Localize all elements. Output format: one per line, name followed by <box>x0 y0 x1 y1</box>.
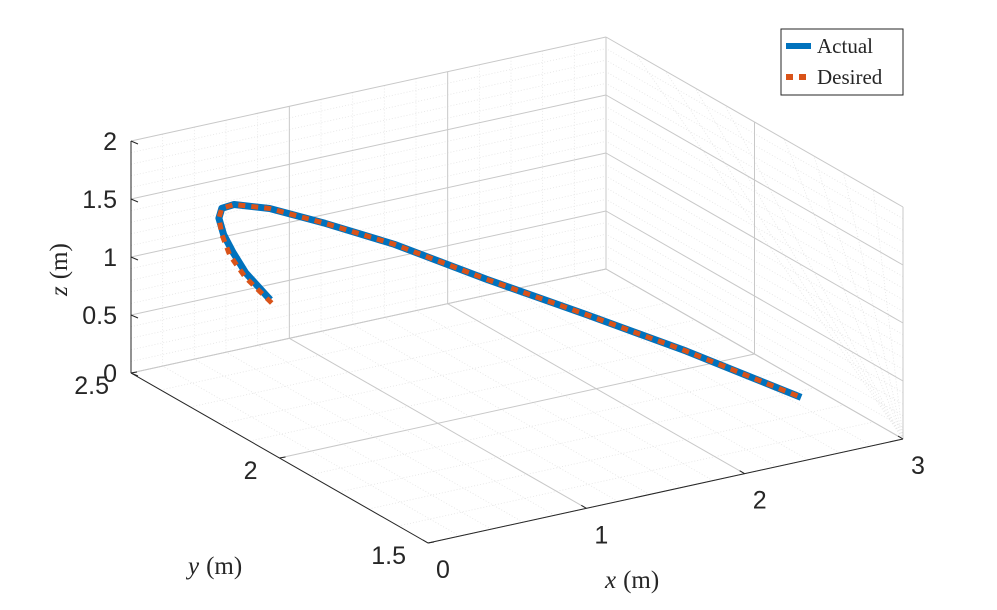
z-tick-mark <box>130 198 139 203</box>
grid-minor-line <box>220 319 696 425</box>
grid-minor-line <box>130 129 607 235</box>
y-tick-mark <box>130 371 138 374</box>
z-tick-mark <box>130 314 139 319</box>
grid-major-line <box>605 152 904 324</box>
grid-minor-line <box>160 285 636 391</box>
y-axis-label: y (m) <box>185 553 242 580</box>
grid-minor-line <box>249 336 725 442</box>
grid-minor-line <box>130 199 607 304</box>
legend: Actual Desired <box>780 28 904 96</box>
legend-label-actual: Actual <box>817 34 873 58</box>
x-tick-label: 0 <box>436 556 450 584</box>
legend-label-desired: Desired <box>817 65 883 89</box>
grid-minor-line <box>190 302 666 408</box>
grid-major-line <box>130 36 607 142</box>
z-axis-label: z(m) <box>46 243 73 297</box>
grid-major-line <box>605 210 904 382</box>
series <box>215 201 803 401</box>
x-tick-mark <box>581 504 587 509</box>
grid-minor-line <box>130 141 607 246</box>
x-axis-line <box>427 438 904 544</box>
z-tick-mark <box>130 140 139 145</box>
x-tick-label: 1 <box>594 521 608 549</box>
x-tick-mark <box>739 470 745 475</box>
z-tick-label: 1.5 <box>82 186 117 214</box>
grid-major-line <box>130 152 607 258</box>
z-tick-label: 0.5 <box>82 302 117 330</box>
grid-minor-line <box>694 87 904 440</box>
y-tick-label: 1.5 <box>371 542 406 570</box>
grid-major-line <box>605 94 904 266</box>
y-tick-mark <box>427 541 435 544</box>
grid-major-line <box>605 36 904 208</box>
grid-minor-line <box>130 59 607 165</box>
grid-minor-line <box>338 387 814 493</box>
grid-minor-line <box>130 175 607 281</box>
grid-minor-line <box>130 106 607 211</box>
z-tick-label: 0 <box>103 360 117 388</box>
grid-minor-line <box>130 83 607 188</box>
grid-minor-line <box>309 370 785 476</box>
z-tick-mark <box>130 372 139 377</box>
grid-major-line <box>279 353 755 459</box>
x-tick-mark <box>897 435 904 440</box>
grid-minor-line <box>130 117 607 223</box>
grid-minor-line <box>368 404 844 510</box>
series-line-actual <box>215 201 803 401</box>
x-tick-mark <box>422 539 429 544</box>
legend-box <box>780 28 904 96</box>
grid-minor-line <box>130 164 607 269</box>
grid <box>130 36 904 544</box>
series-line-desired <box>216 202 803 400</box>
y-tick-label: 2.5 <box>74 372 109 400</box>
grid-minor-line <box>130 71 607 177</box>
x-axis-label: x (m) <box>604 567 659 594</box>
grid-major-line <box>605 268 904 440</box>
grid-minor-line <box>130 257 607 362</box>
x-tick-label: 3 <box>911 452 925 480</box>
grid-minor-line <box>843 172 904 440</box>
x-tick-label: 2 <box>753 487 767 515</box>
grid-minor-line <box>130 233 607 339</box>
grid-major-line <box>130 210 607 316</box>
grid-minor-line <box>398 421 874 527</box>
grid-minor-line <box>130 222 607 327</box>
z-tick-mark <box>130 256 139 261</box>
z-tick-label: 2 <box>103 128 117 156</box>
y-tick-mark <box>279 456 286 459</box>
grid-major-line <box>130 94 607 200</box>
grid-minor-line <box>130 48 607 153</box>
grid-minor-line <box>130 245 607 351</box>
y-tick-label: 2 <box>244 457 258 485</box>
z-tick-label: 1 <box>103 244 117 272</box>
grid-major-line <box>130 268 607 374</box>
